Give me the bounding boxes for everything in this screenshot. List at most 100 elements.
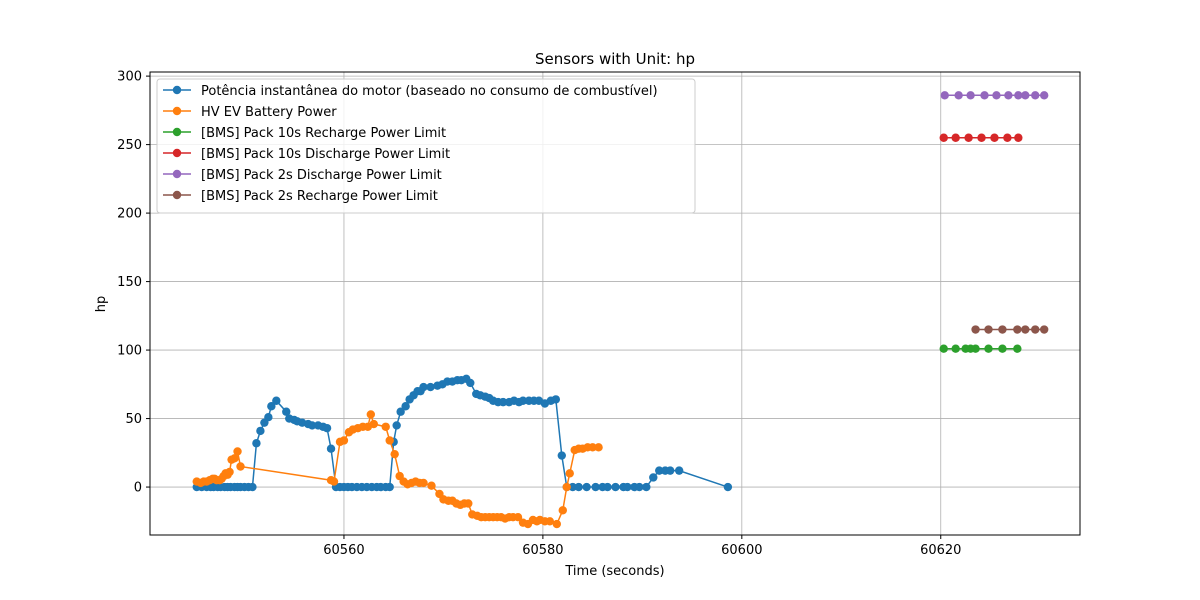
data-point: [427, 481, 436, 490]
x-tick-label: 60560: [323, 543, 364, 558]
data-point: [980, 91, 989, 100]
data-point: [1021, 325, 1030, 334]
data-point: [582, 482, 591, 492]
data-point: [939, 344, 948, 353]
data-point: [591, 482, 600, 492]
data-point: [392, 421, 401, 430]
data-point: [369, 419, 378, 429]
series-1: [192, 410, 603, 529]
y-axis-label: hp: [94, 296, 109, 313]
series-0: [192, 374, 733, 492]
data-point: [225, 467, 234, 477]
data-point: [655, 466, 664, 475]
y-tick-label: 300: [117, 70, 142, 85]
data-point: [256, 426, 265, 436]
data-point: [466, 378, 475, 388]
data-point: [939, 133, 948, 142]
data-point: [1021, 91, 1030, 100]
data-point: [568, 482, 577, 492]
legend-item: [BMS] Pack 2s Discharge Power Limit: [163, 168, 442, 183]
data-point: [565, 469, 574, 478]
data-point: [552, 519, 562, 529]
y-tick-label: 250: [117, 138, 142, 153]
x-tick-label: 60580: [522, 543, 563, 558]
y-tick-label: 0: [134, 481, 142, 496]
data-point: [307, 421, 317, 430]
legend-label: HV EV Battery Power: [201, 105, 337, 120]
data-point: [1014, 133, 1023, 142]
data-point: [558, 506, 567, 515]
legend-label: [BMS] Pack 2s Discharge Power Limit: [201, 168, 442, 183]
legend-item: HV EV Battery Power: [163, 105, 337, 120]
data-point: [426, 382, 435, 392]
legend-label: [BMS] Pack 10s Recharge Power Limit: [201, 126, 446, 141]
data-point: [329, 477, 339, 486]
x-tick-label: 60600: [721, 543, 762, 558]
legend-swatch-marker: [172, 169, 182, 179]
series-2: [939, 344, 1022, 353]
data-point: [233, 447, 242, 456]
chart-title: Sensors with Unit: hp: [535, 50, 695, 68]
series-4: [940, 91, 1049, 100]
plot-area: [192, 91, 1049, 529]
data-point: [984, 325, 993, 334]
y-tick-label: 100: [117, 344, 142, 359]
data-point: [1039, 325, 1049, 334]
x-axis-label: Time (seconds): [564, 564, 664, 579]
data-point: [557, 451, 566, 460]
y-tick-label: 150: [117, 275, 142, 290]
data-point: [649, 473, 658, 482]
data-point: [518, 396, 528, 405]
data-point: [498, 397, 508, 407]
y-axis: 0 50 100 150 200 250 300: [117, 70, 150, 496]
legend-item: [BMS] Pack 2s Recharge Power Limit: [163, 189, 438, 204]
data-point: [464, 499, 473, 508]
data-point: [1014, 91, 1023, 100]
data-point: [419, 478, 428, 488]
data-point: [1003, 133, 1012, 142]
data-point: [267, 402, 276, 411]
data-point: [396, 407, 405, 416]
x-axis: 60560 60580 60600 60620: [323, 535, 961, 558]
data-point: [322, 423, 332, 433]
data-point: [562, 482, 571, 492]
data-point: [366, 410, 376, 419]
data-point: [264, 413, 273, 422]
series-3: [939, 133, 1023, 142]
legend-swatch-marker: [172, 127, 182, 137]
y-tick-label: 200: [117, 207, 142, 222]
data-point: [381, 422, 390, 431]
data-point: [990, 133, 999, 142]
data-point: [1004, 91, 1013, 100]
legend-swatch-marker: [172, 190, 182, 200]
data-point: [635, 482, 644, 492]
data-point: [951, 344, 960, 353]
y-tick-label: 50: [125, 412, 142, 427]
data-point: [964, 133, 973, 142]
data-point: [236, 462, 245, 471]
legend-swatch-marker: [172, 106, 182, 116]
legend: Potência instantânea do motor (baseado n…: [156, 78, 696, 214]
data-point: [998, 325, 1007, 334]
data-point: [574, 482, 583, 492]
data-point: [385, 482, 394, 492]
legend-box: [156, 78, 696, 214]
axes-frame: [149, 71, 1081, 536]
data-point: [951, 133, 960, 142]
legend-swatch-marker: [172, 85, 182, 95]
legend-item: [BMS] Pack 10s Recharge Power Limit: [163, 126, 446, 141]
data-point: [326, 444, 336, 453]
data-point: [419, 382, 428, 392]
data-point: [954, 91, 963, 100]
data-point: [551, 395, 561, 404]
x-tick-label: 60620: [920, 543, 961, 558]
data-point: [282, 407, 291, 416]
data-point: [666, 466, 675, 475]
legend-label: [BMS] Pack 10s Discharge Power Limit: [201, 147, 450, 162]
legend-item: [BMS] Pack 10s Discharge Power Limit: [163, 147, 450, 162]
data-point: [603, 482, 612, 492]
legend-item: Potência instantânea do motor (baseado n…: [163, 84, 658, 99]
data-point: [971, 344, 980, 353]
data-point: [611, 482, 620, 492]
